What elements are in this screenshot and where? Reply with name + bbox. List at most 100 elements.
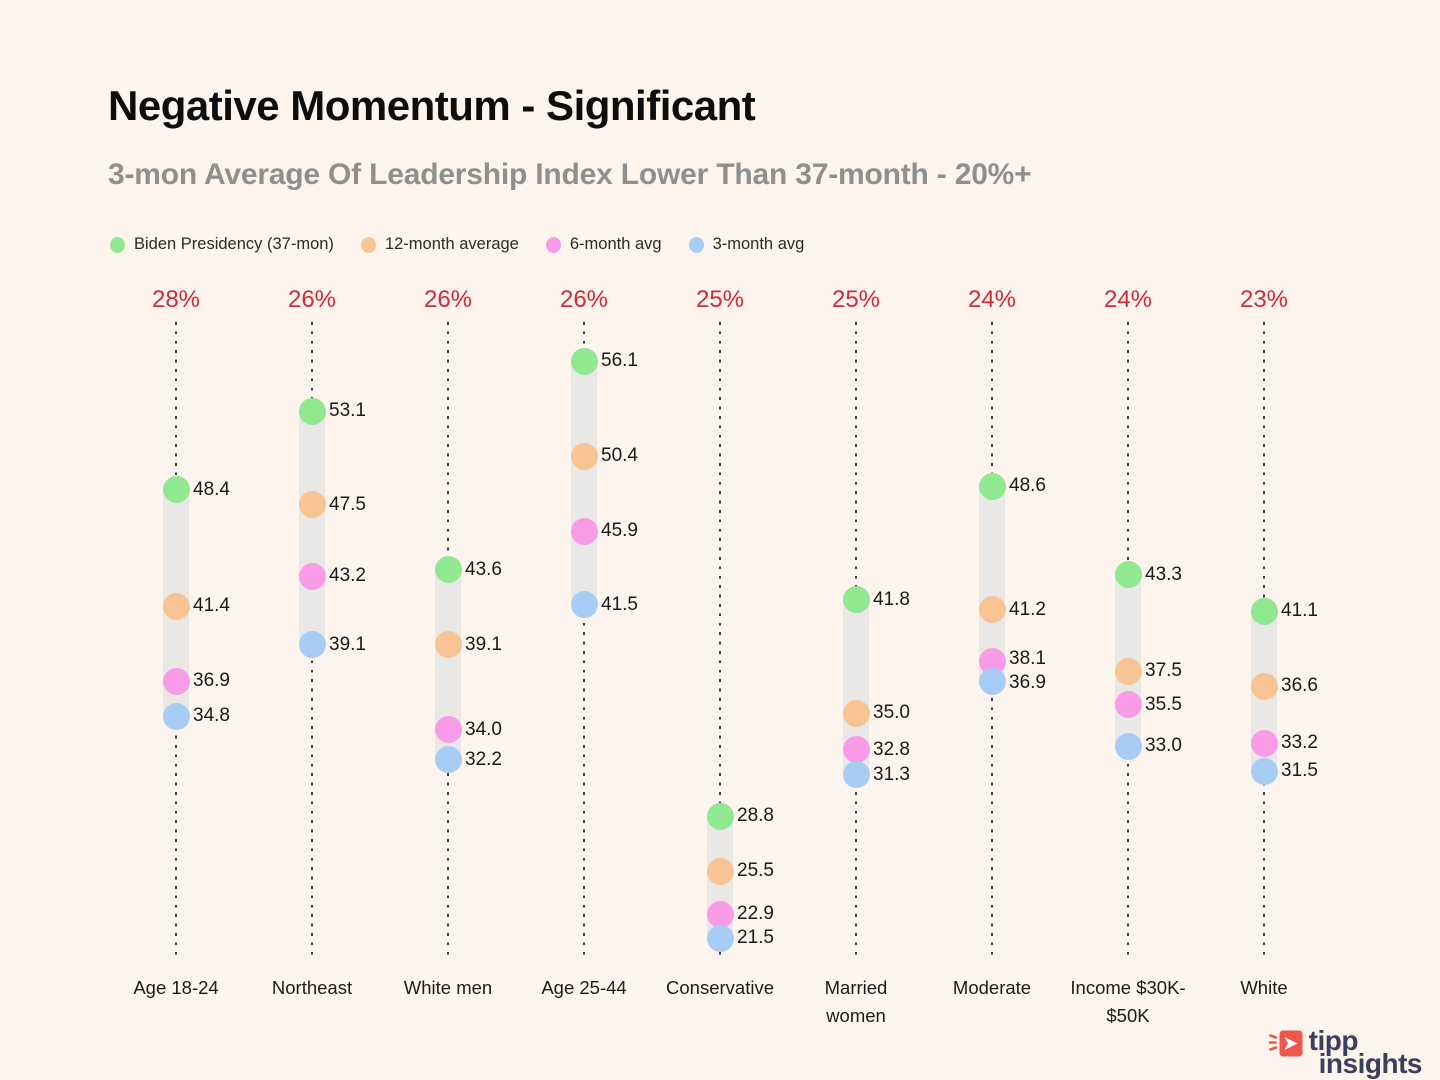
category-label: Age 18-24 [133, 977, 219, 998]
6month-avg-dot [298, 562, 326, 590]
value-label: 36.6 [1281, 675, 1318, 697]
biden-37mon-dot [434, 556, 462, 584]
pct-change-label: 24% [1103, 286, 1153, 313]
biden-37mon-dot [978, 472, 1006, 500]
6month-avg-dot [434, 716, 462, 744]
biden-37mon-dot [706, 802, 734, 830]
value-label: 43.2 [329, 565, 366, 587]
value-label: 32.2 [465, 748, 502, 770]
legend-dot-icon [688, 236, 704, 253]
value-label: 36.9 [1009, 672, 1046, 694]
value-band [299, 398, 325, 658]
value-label: 34.8 [193, 705, 230, 727]
legend-label: 3-month avg [712, 235, 805, 253]
6month-avg-dot [162, 667, 190, 695]
value-label: 41.2 [1009, 598, 1046, 620]
3month-avg-dot [1114, 732, 1142, 760]
12month-avg-dot [162, 592, 190, 620]
pct-change-label: 24% [967, 286, 1017, 313]
12month-avg-dot [706, 857, 734, 885]
value-label: 48.4 [193, 478, 230, 500]
value-label: 34.0 [465, 718, 502, 740]
biden-37mon-dot [842, 586, 870, 614]
value-label: 35.0 [873, 702, 910, 724]
chart-subtitle: 3-mon Average Of Leadership Index Lower … [108, 158, 1032, 191]
category-label: Conservative [666, 977, 774, 998]
value-label: 37.5 [1145, 660, 1182, 682]
3month-avg-dot [570, 591, 598, 619]
3month-avg-dot [162, 702, 190, 730]
value-label: 25.5 [737, 860, 774, 882]
legend-item-3: 3-month avg [688, 235, 805, 254]
category-label: Age 25-44 [541, 977, 627, 998]
12month-avg-dot [298, 491, 326, 519]
pct-change-label: 26% [559, 286, 609, 313]
pct-change-label: 28% [151, 286, 201, 313]
chart-title: Negative Momentum - Significant [108, 82, 756, 129]
pct-change-label: 25% [831, 286, 881, 313]
value-label: 47.5 [329, 493, 366, 515]
grid-line [719, 322, 721, 957]
value-label: 45.9 [601, 520, 638, 542]
value-label: 41.8 [873, 588, 910, 610]
value-label: 22.9 [737, 903, 774, 925]
6month-avg-dot [1114, 691, 1142, 719]
value-label: 31.3 [873, 763, 910, 785]
value-label: 36.9 [193, 670, 230, 692]
value-label: 43.6 [465, 558, 502, 580]
legend-item-2: 6-month avg [545, 235, 662, 254]
value-label: 41.1 [1281, 600, 1318, 622]
value-label: 41.5 [601, 593, 638, 615]
6month-avg-dot [1250, 729, 1278, 757]
legend-item-0: Biden Presidency (37-mon) [110, 235, 334, 254]
value-label: 48.6 [1009, 475, 1046, 497]
value-label: 32.8 [873, 738, 910, 760]
3month-avg-dot [1250, 757, 1278, 785]
value-label: 39.1 [329, 633, 366, 655]
pct-change-label: 26% [423, 286, 473, 313]
3month-avg-dot [706, 924, 734, 952]
3month-avg-dot [434, 746, 462, 774]
6month-avg-dot [842, 736, 870, 764]
legend-dot-icon [545, 236, 561, 253]
biden-37mon-dot [1250, 597, 1278, 625]
category-label: White men [403, 977, 493, 998]
biden-37mon-dot [162, 476, 190, 504]
12month-avg-dot [842, 699, 870, 727]
tipp-insights-logo: tipp insights [1268, 1027, 1423, 1079]
value-label: 43.3 [1145, 563, 1182, 585]
12month-avg-dot [1114, 657, 1142, 685]
logo-wordmark: tipp insights [1309, 1027, 1423, 1079]
legend-label: 12-month average [384, 235, 519, 253]
value-label: 21.5 [737, 927, 774, 949]
value-label: 53.1 [329, 400, 366, 422]
pct-change-label: 23% [1239, 286, 1289, 313]
value-label: 56.1 [601, 350, 638, 372]
biden-37mon-dot [570, 347, 598, 375]
category-label: Married women [824, 977, 888, 1026]
tipp-insights-logo-icon [1268, 1030, 1303, 1057]
biden-37mon-dot [298, 397, 326, 425]
value-label: 35.5 [1145, 693, 1182, 715]
category-label: Income $30K- $50K [1070, 977, 1186, 1026]
3month-avg-dot [978, 667, 1006, 695]
category-label: Northeast [271, 977, 353, 998]
legend-dot-icon [110, 236, 125, 253]
3month-avg-dot [842, 761, 870, 789]
6month-avg-dot [570, 517, 598, 545]
12month-avg-dot [978, 596, 1006, 624]
12month-avg-dot [1250, 672, 1278, 700]
pct-change-label: 25% [695, 286, 745, 313]
value-label: 41.4 [193, 595, 230, 617]
category-label: White [1240, 977, 1288, 998]
legend-label: 6-month avg [569, 235, 662, 253]
legend-dot-icon [360, 236, 376, 253]
biden-37mon-dot [1114, 561, 1142, 589]
value-label: 39.1 [465, 633, 502, 655]
value-label: 33.2 [1281, 732, 1318, 754]
6month-avg-dot [706, 901, 734, 929]
logo-word-insights: insights [1318, 1048, 1423, 1079]
12month-avg-dot [434, 631, 462, 659]
